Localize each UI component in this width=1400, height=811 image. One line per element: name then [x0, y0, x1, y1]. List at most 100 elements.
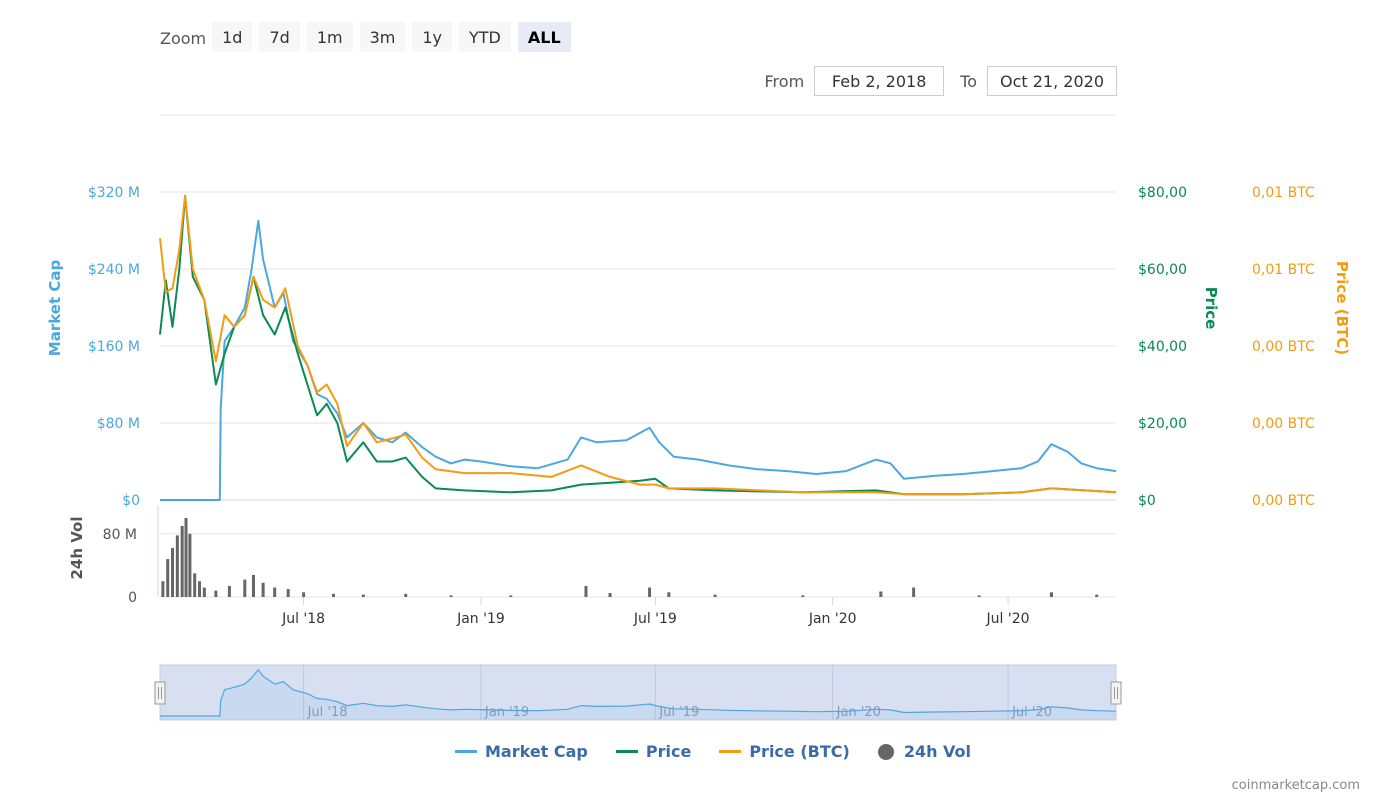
- navigator-series-line: [160, 668, 1117, 717]
- legend-market-cap-label: Market Cap: [485, 742, 588, 761]
- zoom-ytd-button[interactable]: YTD: [459, 22, 511, 52]
- market-cap-tick-label: $0: [122, 493, 140, 509]
- legend-price-label: Price: [645, 742, 692, 761]
- volume-bar: [648, 587, 652, 597]
- volume-tick-label: 80 M: [103, 527, 137, 543]
- legend-volume-swatch: [877, 743, 894, 760]
- volume-bar: [1049, 592, 1053, 597]
- from-date-input[interactable]: [814, 66, 945, 96]
- legend-market-cap-swatch: [455, 750, 477, 753]
- price-btc-tick-label: 0,01 BTC: [1252, 185, 1315, 201]
- legend-price-swatch: [615, 750, 638, 753]
- volume-bar: [227, 585, 231, 597]
- volume-bar: [286, 589, 290, 597]
- volume-bar: [171, 548, 175, 597]
- volume-bar: [404, 593, 408, 597]
- zoom-1d-button[interactable]: 1d: [212, 22, 253, 52]
- volume-bar: [161, 581, 165, 597]
- price-btc-tick-label: 0,00 BTC: [1252, 493, 1315, 509]
- volume-tick-label: 0: [128, 590, 137, 606]
- legend-price-btc[interactable]: Price (BTC): [719, 742, 850, 761]
- x-tick-label: Jul '18: [281, 611, 325, 627]
- navigator-handle-body: [1110, 681, 1122, 705]
- volume-bar: [879, 591, 883, 597]
- credits-link[interactable]: coinmarketcap.com: [1231, 778, 1360, 793]
- volume-bar: [166, 559, 170, 597]
- navigator-tick-label: Jan '20: [836, 705, 881, 720]
- zoom-bar: Zoom 1d 7d 1m 3m 1y YTD ALL: [160, 22, 578, 52]
- legend-price[interactable]: Price: [615, 742, 692, 761]
- volume-bar: [202, 587, 206, 597]
- to-label: To: [960, 71, 977, 91]
- zoom-7d-button[interactable]: 7d: [259, 22, 300, 52]
- volume-bar: [302, 592, 306, 597]
- date-range: From To: [765, 66, 1117, 96]
- price-tick-label: $0: [1138, 493, 1156, 509]
- volume-bar: [188, 533, 192, 597]
- zoom-1y-button[interactable]: 1y: [412, 22, 452, 52]
- volume-bar: [912, 587, 916, 597]
- market-cap-tick-label: $240 M: [88, 262, 140, 278]
- volume-axis-title: 24h Vol: [68, 516, 86, 579]
- legend-volume[interactable]: 24h Vol: [877, 742, 972, 761]
- navigator-handle-left[interactable]: [154, 681, 166, 705]
- legend-price-btc-swatch: [719, 750, 742, 753]
- navigator-handle-right[interactable]: [1110, 681, 1122, 705]
- legend-market-cap[interactable]: Market Cap: [455, 742, 588, 761]
- legend-price-btc-label: Price (BTC): [749, 742, 850, 761]
- volume-bar: [713, 594, 717, 597]
- zoom-3m-button[interactable]: 3m: [359, 22, 406, 52]
- x-tick-label: Jan '20: [808, 611, 857, 627]
- zoom-1m-button[interactable]: 1m: [306, 22, 353, 52]
- volume-bar: [214, 590, 218, 597]
- from-label: From: [764, 71, 805, 91]
- legend-volume-label: 24h Vol: [903, 742, 972, 761]
- volume-bar: [1095, 594, 1099, 597]
- price-btc-axis-title: Price (BTC): [1333, 261, 1351, 355]
- navigator-mask: [159, 664, 1117, 721]
- market-cap-axis-title: Market Cap: [46, 260, 64, 357]
- price-tick-label: $60,00: [1138, 262, 1187, 278]
- price-btc-tick-label: 0,00 BTC: [1252, 416, 1315, 432]
- price-line: [159, 194, 1117, 496]
- volume-bar: [198, 581, 202, 597]
- volume-bar: [801, 595, 805, 597]
- volume-bar: [193, 573, 197, 597]
- volume-bar: [608, 593, 612, 597]
- price-btc-tick-label: 0,00 BTC: [1252, 339, 1315, 355]
- price-tick-label: $40,00: [1138, 339, 1187, 355]
- navigator-tick-label: Jan '19: [484, 705, 529, 720]
- x-tick-label: Jan '19: [456, 611, 505, 627]
- to-date-input[interactable]: [987, 66, 1117, 96]
- volume-bar: [584, 585, 588, 597]
- price-axis-title: Price: [1202, 287, 1220, 330]
- volume-bar: [361, 594, 365, 597]
- volume-bar: [449, 595, 453, 597]
- volume-bar: [251, 574, 255, 597]
- volume-bar: [667, 592, 671, 597]
- volume-bar: [175, 535, 179, 597]
- navigator-handle-body: [154, 681, 166, 705]
- x-tick-label: Jul '20: [986, 611, 1030, 627]
- x-tick-label: Jul '19: [633, 611, 677, 627]
- volume-bar: [331, 593, 335, 597]
- volume-bar: [261, 582, 265, 597]
- market-cap-line: [160, 219, 1117, 501]
- price-btc-line: [159, 194, 1117, 496]
- price-tick-label: $20,00: [1138, 416, 1187, 432]
- volume-bar: [509, 595, 513, 597]
- volume-bar: [184, 518, 188, 597]
- volume-bar: [243, 579, 247, 597]
- navigator-tick-label: Jul '18: [307, 705, 348, 720]
- volume-bar: [180, 525, 184, 597]
- market-cap-tick-label: $160 M: [88, 339, 140, 355]
- volume-bar: [977, 595, 981, 597]
- navigator-tick-label: Jul '20: [1011, 705, 1052, 720]
- navigator-area: [160, 669, 1116, 720]
- zoom-label: Zoom: [160, 28, 207, 48]
- price-tick-label: $80,00: [1138, 185, 1187, 201]
- chart-legend: Market Cap Price Price (BTC) 24h Vol: [455, 742, 999, 761]
- market-cap-tick-label: $320 M: [88, 185, 140, 201]
- zoom-all-button[interactable]: ALL: [517, 22, 571, 52]
